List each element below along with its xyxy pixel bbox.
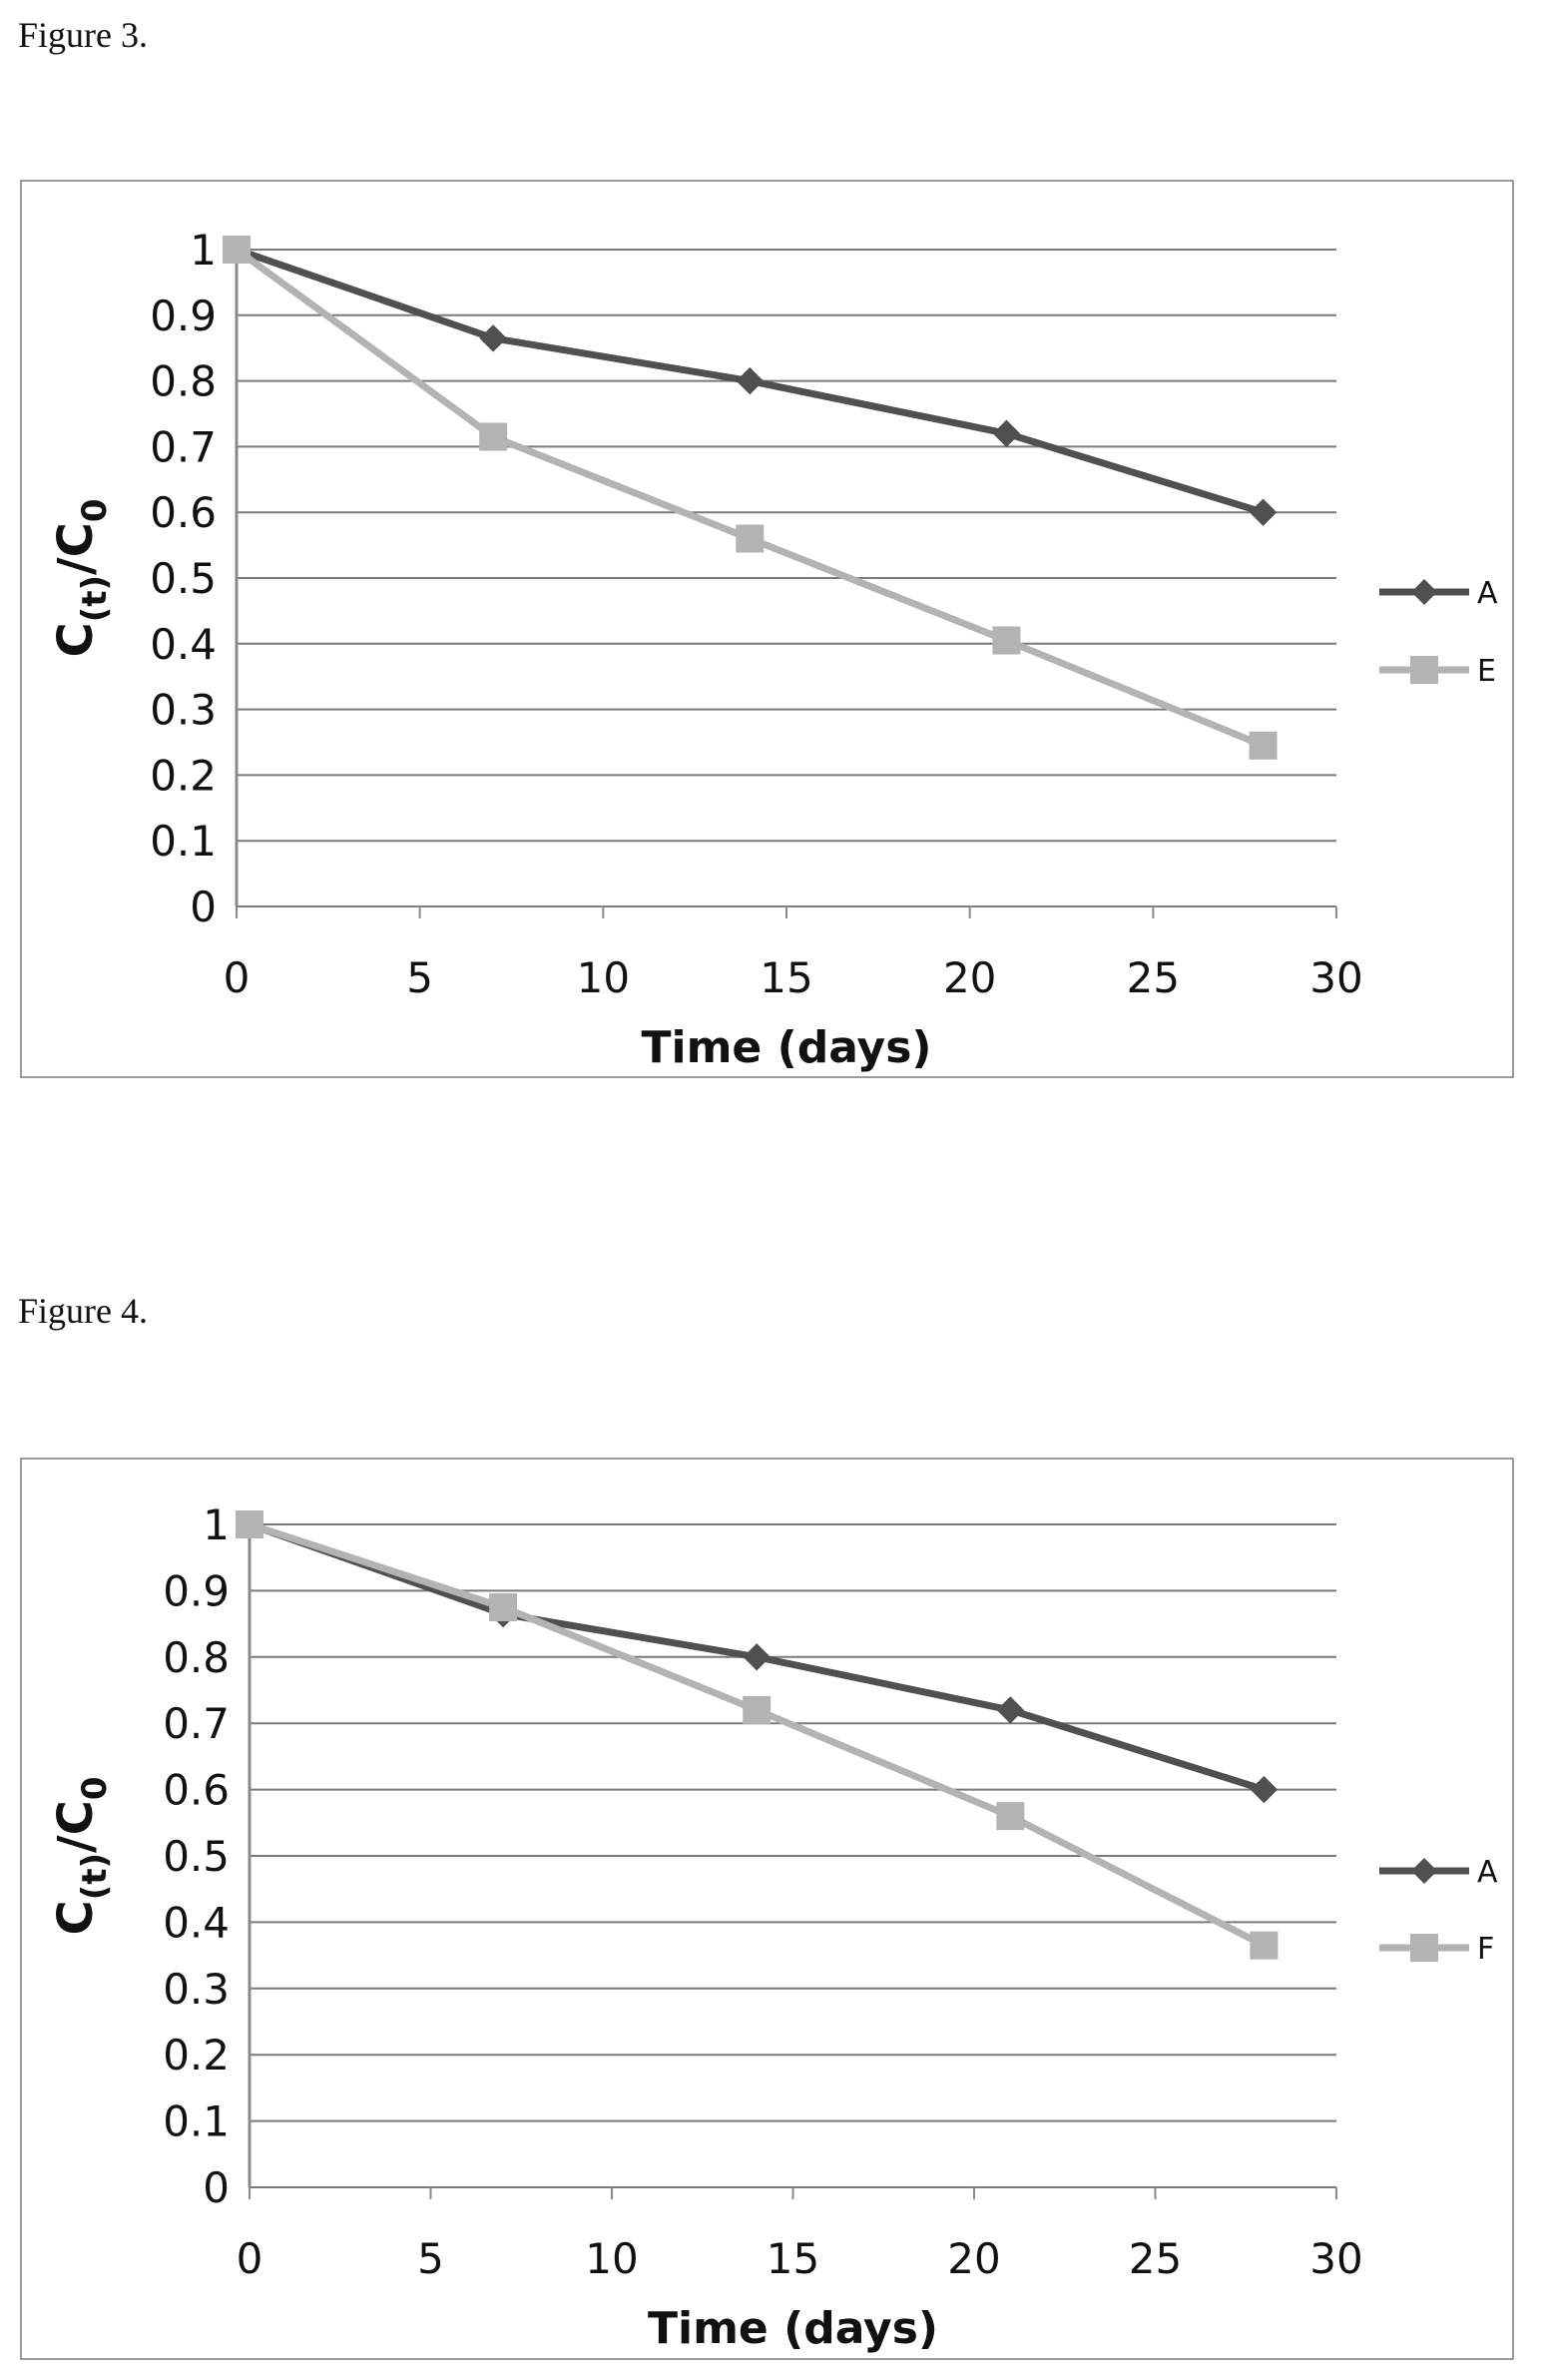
y-tick-label: 0.8 xyxy=(150,357,217,406)
x-tick-label: 20 xyxy=(947,2234,1000,2283)
y-tick-label: 0.8 xyxy=(163,1633,230,1682)
data-point-E xyxy=(1249,731,1278,760)
y-tick-label: 0.3 xyxy=(163,1965,230,2014)
data-point-F xyxy=(236,1510,263,1538)
y-tick-label: 1 xyxy=(190,226,217,275)
data-point-E xyxy=(736,524,765,553)
y-tick-label: 0.6 xyxy=(150,488,217,537)
x-tick-label: 10 xyxy=(585,2234,638,2283)
y-axis-label-part: C xyxy=(48,622,104,657)
y-tick-label: 0.6 xyxy=(163,1766,230,1815)
x-tick-label: 25 xyxy=(1127,953,1180,1002)
y-axis-label-part: /C xyxy=(48,1800,104,1853)
legend-label-E: E xyxy=(1477,654,1496,689)
figure-4-chart: 00.10.20.30.40.50.60.70.80.910 5 10 15 20 25 3… xyxy=(48,1500,1498,2354)
x-tick-label: 20 xyxy=(943,953,996,1002)
y-tick-label: 0.4 xyxy=(163,1898,230,1947)
series-line-E xyxy=(234,247,1265,750)
legend-label-A: A xyxy=(1477,1855,1498,1890)
y-tick-label: 0.5 xyxy=(163,1832,230,1881)
data-point-A xyxy=(1250,1775,1279,1804)
y-tick-label: 0.1 xyxy=(150,817,217,866)
data-point-A xyxy=(996,1696,1025,1724)
data-point-F xyxy=(489,1593,518,1621)
legend-marker-A xyxy=(1411,579,1437,605)
y-tick-label: 0.4 xyxy=(150,620,217,669)
y-axis-label-text: C(t)/C0 xyxy=(48,1776,115,1935)
y-axis-label: C(t)/C0 xyxy=(48,498,115,657)
x-axis-label: Time (days) xyxy=(648,2303,938,2354)
legend-marker-F xyxy=(1410,1934,1438,1962)
x-tick-label: 0 xyxy=(237,2234,263,2283)
y-axis-label: C(t)/C0 xyxy=(48,1776,115,1935)
data-point-A xyxy=(1249,498,1278,526)
y-tick-label: 0.5 xyxy=(150,554,217,603)
data-point-E xyxy=(223,236,251,264)
y-axis-label-part: /C xyxy=(48,522,104,575)
y-tick-label: 0.9 xyxy=(150,292,217,340)
series-line-F xyxy=(248,1520,1266,1949)
x-tick-label: 5 xyxy=(406,953,433,1002)
data-point-E xyxy=(479,422,508,451)
data-point-E xyxy=(992,626,1021,655)
data-point-F xyxy=(743,1695,772,1724)
y-tick-label: 0 xyxy=(190,883,217,931)
y-tick-label: 0.9 xyxy=(163,1566,230,1615)
legend-marker-E xyxy=(1410,656,1438,684)
y-axis-label-text: C(t)/C0 xyxy=(48,498,115,657)
figure-3-chart-frame: 0 0.1 0.2 0.3 0.4 0.5 0.6 0.7 0.8 0.9 1 0 5 10 15 20 25 3… xyxy=(20,180,1514,1078)
y-axis-label-part: 0 xyxy=(75,498,115,522)
data-point-F xyxy=(996,1802,1025,1831)
legend-marker-A xyxy=(1411,1858,1437,1884)
legend-label-A: A xyxy=(1477,576,1498,611)
y-tick-label: 0.2 xyxy=(163,2031,230,2080)
legend-label-F: F xyxy=(1477,1932,1494,1967)
y-axis-label-part: 0 xyxy=(75,1776,115,1800)
x-tick-label: 30 xyxy=(1309,2234,1362,2283)
data-point-A xyxy=(992,419,1021,447)
data-point-A xyxy=(743,1643,771,1671)
figure-3-caption: Figure 3. xyxy=(18,15,148,55)
x-tick-label: 25 xyxy=(1129,2234,1182,2283)
y-axis-label-part: (t) xyxy=(75,575,115,622)
x-tick-label: 10 xyxy=(577,953,630,1002)
y-tick-label: 0.3 xyxy=(150,686,217,735)
figure-4-caption: Figure 4. xyxy=(18,1291,148,1331)
y-tick-label: 0.7 xyxy=(150,422,217,471)
y-tick-label: 0 xyxy=(203,2163,230,2212)
y-tick-label: 0.2 xyxy=(150,751,217,800)
y-axis-label-part: C xyxy=(48,1900,104,1935)
x-tick-label: 30 xyxy=(1309,953,1362,1002)
data-point-A xyxy=(736,366,764,395)
x-tick-label: 15 xyxy=(767,2234,819,2283)
x-axis-label: Time (days) xyxy=(641,1022,931,1073)
y-tick-label: 0.7 xyxy=(163,1699,230,1748)
y-tick-label: 0.1 xyxy=(163,2097,230,2146)
figure-4-chart-frame: 0 0.1 0.2 0.3 0.4 0.5 0.6 0.7 0.8 0.9 1 0 5 10 15 20 25 3… xyxy=(20,1458,1514,2360)
figure-3-chart: 00.10.20.30.40.50.60.70.80.910 5 10 15 20 25 3… xyxy=(48,226,1498,1073)
x-tick-label: 0 xyxy=(224,953,251,1002)
x-tick-label: 5 xyxy=(417,2234,444,2283)
data-point-A xyxy=(479,324,507,352)
y-axis-label-part: (t) xyxy=(75,1853,115,1900)
x-tick-label: 15 xyxy=(760,953,812,1002)
data-point-F xyxy=(1250,1931,1279,1960)
y-tick-label: 1 xyxy=(203,1500,230,1549)
